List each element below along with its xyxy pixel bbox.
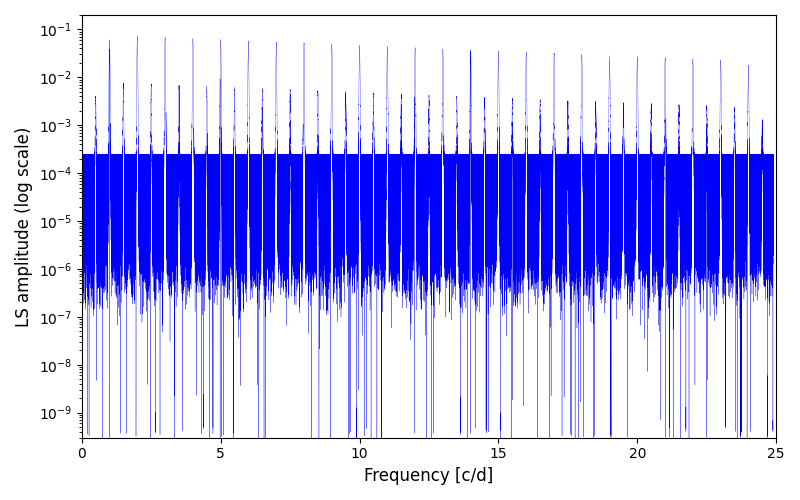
X-axis label: Frequency [c/d]: Frequency [c/d] (364, 467, 494, 485)
Y-axis label: LS amplitude (log scale): LS amplitude (log scale) (15, 126, 33, 326)
